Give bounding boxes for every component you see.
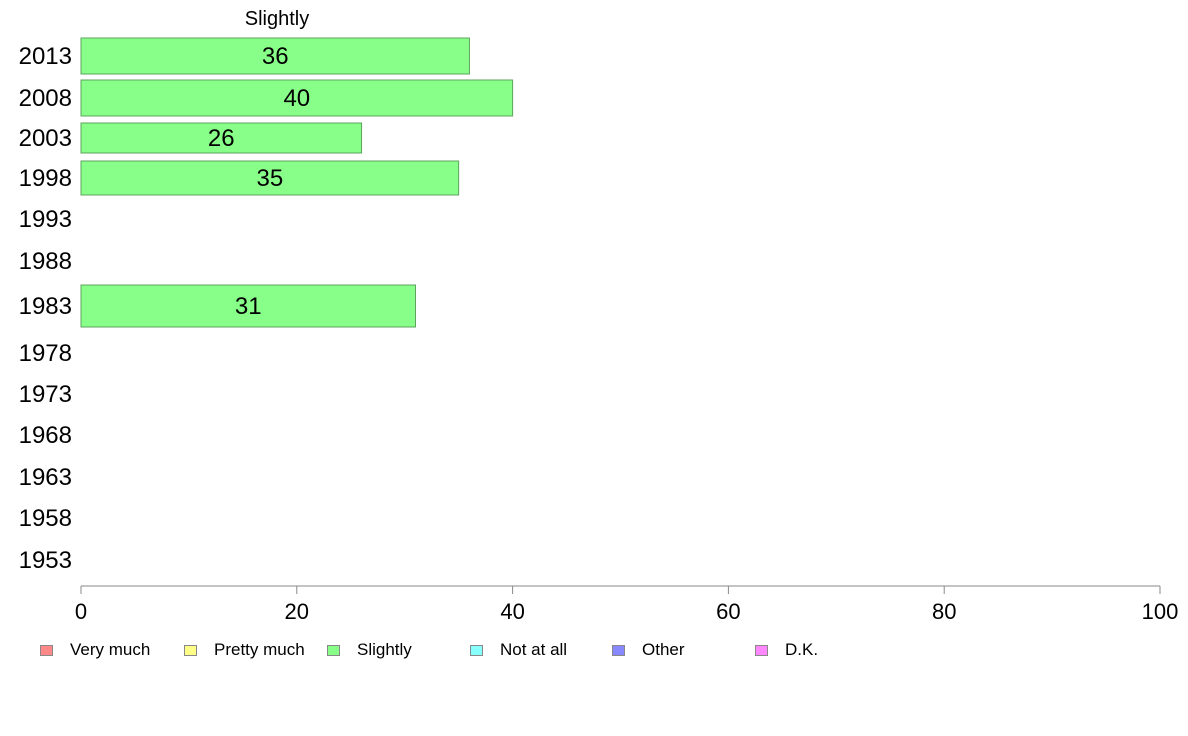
- x-tick-label: 40: [500, 599, 524, 624]
- legend-swatch: [40, 644, 53, 656]
- bar-value-label: 40: [283, 85, 310, 112]
- y-tick-label: 1963: [19, 464, 72, 491]
- bar-value-label: 31: [235, 293, 262, 320]
- x-tick-label: 20: [285, 599, 309, 624]
- bar-value-label: 36: [262, 43, 289, 70]
- bar-value-label: 35: [256, 165, 283, 192]
- legend-item: Slightly: [327, 638, 412, 662]
- bar: [80, 284, 416, 328]
- bar-value-label: 26: [208, 125, 235, 152]
- legend-label: Other: [642, 640, 685, 659]
- legend-swatch: [755, 644, 768, 656]
- legend-swatch: [327, 644, 340, 656]
- bar: [80, 122, 363, 154]
- legend-label: Pretty much: [214, 640, 305, 659]
- y-tick-label: 1988: [19, 248, 72, 275]
- legend-label: Slightly: [357, 640, 412, 659]
- legend-item: Other: [612, 638, 685, 662]
- x-tick-label: 0: [75, 599, 87, 624]
- legend-swatch: [184, 644, 197, 656]
- y-tick-label: 1978: [19, 340, 72, 367]
- legend: Very much Pretty much Slightly Not at all Ot…: [0, 638, 1188, 662]
- legend-swatch: [612, 644, 625, 656]
- bars: 36 40 26 35 31: [80, 37, 514, 328]
- bar: [80, 79, 514, 117]
- x-tick-label: 100: [1142, 599, 1179, 624]
- legend-item: D.K.: [755, 638, 818, 662]
- y-tick-label: 2003: [19, 125, 72, 152]
- legend-label: Very much: [70, 640, 151, 659]
- legend-item: Pretty much: [184, 638, 305, 662]
- y-tick-label: 1998: [19, 165, 72, 192]
- x-tick-label: 80: [932, 599, 956, 624]
- y-tick-label: 1968: [19, 422, 72, 449]
- legend-item: Very much: [40, 638, 150, 662]
- legend-item: Not at all: [470, 638, 567, 662]
- legend-label: D.K.: [785, 640, 819, 659]
- y-tick-label: 1973: [19, 381, 72, 408]
- y-tick-label: 1953: [19, 547, 72, 574]
- legend-swatch: [470, 644, 483, 656]
- y-tick-label: 1993: [19, 206, 72, 233]
- bar: [80, 160, 460, 196]
- bar: [80, 37, 470, 75]
- legend-label: Not at all: [500, 640, 568, 659]
- chart-title: Slightly: [245, 8, 309, 30]
- y-tick-label: 2013: [19, 43, 72, 70]
- x-tick-label: 60: [716, 599, 740, 624]
- y-axis-labels: 2013 2008 2003 1998 1993 1988 1983 1978 1973 1968…: [19, 43, 72, 574]
- y-tick-label: 2008: [19, 85, 72, 112]
- y-tick-label: 1958: [19, 505, 72, 532]
- y-tick-label: 1983: [19, 293, 72, 320]
- x-axis: 0 20 40 60 80 100: [75, 585, 1179, 624]
